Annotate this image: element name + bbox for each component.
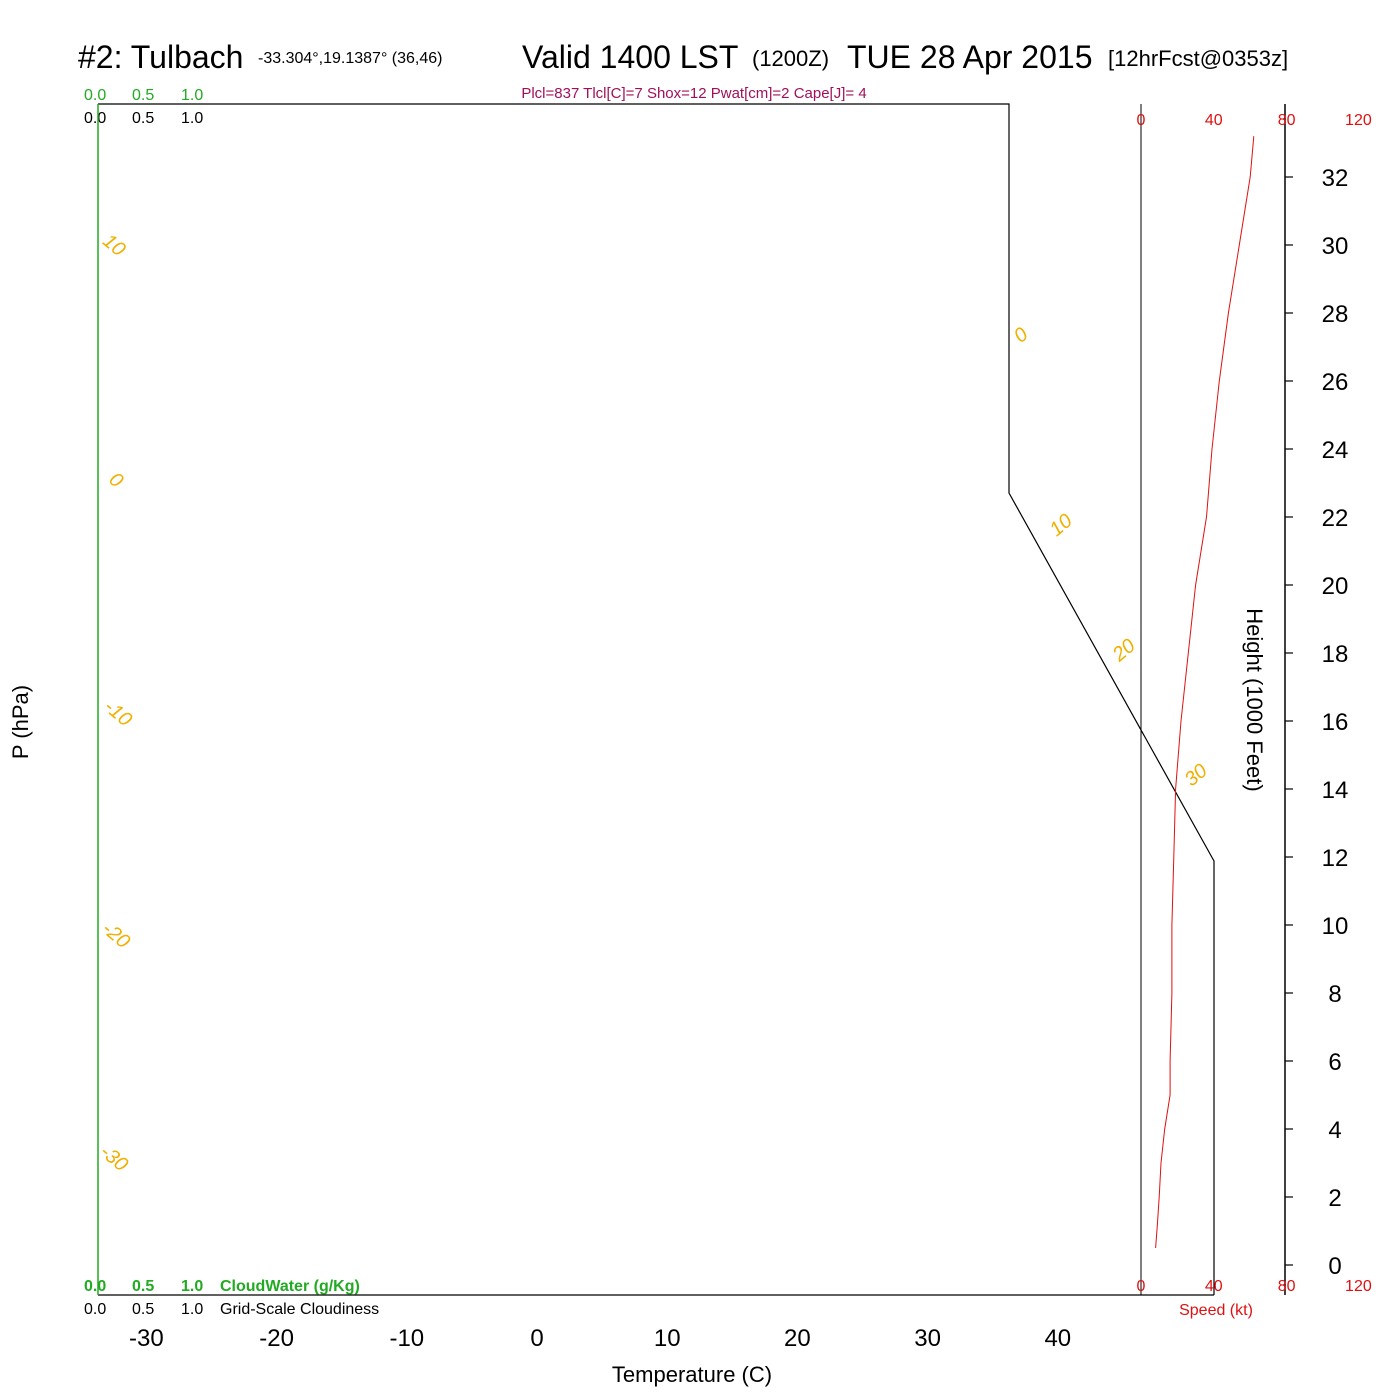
speed-tick-bottom: 0 bbox=[1137, 1278, 1146, 1295]
isotherm-labels: 10 0 -10 -20 -30 0 10 20 30 bbox=[96, 230, 1212, 1176]
height-tick-label: 24 bbox=[1322, 437, 1349, 464]
temperature-tick-label: 40 bbox=[1044, 1325, 1071, 1352]
forecast-label: [12hrFcst@0353z] bbox=[1108, 46, 1288, 71]
isotherm-label: 10 bbox=[98, 230, 129, 261]
height-tick-label: 2 bbox=[1328, 1185, 1341, 1212]
height-tick-label: 16 bbox=[1322, 709, 1349, 736]
speed-tick-top: 40 bbox=[1205, 112, 1223, 129]
plot-frame bbox=[98, 103, 1215, 1295]
height-axis-label: Height (1000 Feet) bbox=[1242, 608, 1267, 791]
isotherm-label: 0 bbox=[105, 468, 128, 492]
speed-tick-top: 0 bbox=[1137, 112, 1146, 129]
height-tick-label: 22 bbox=[1322, 505, 1349, 532]
height-tick-label: 6 bbox=[1328, 1049, 1341, 1076]
cloudiness-tick-bottom: 0.0 bbox=[84, 1301, 106, 1318]
cloud-scale-top: 0.0 0.5 1.0 0.0 0.5 1.0 bbox=[84, 87, 203, 127]
height-tick-label: 8 bbox=[1328, 981, 1341, 1008]
temperature-tick-label: -20 bbox=[259, 1325, 294, 1352]
height-tick-label: 30 bbox=[1322, 233, 1349, 260]
cloudiness-label: Grid-Scale Cloudiness bbox=[220, 1301, 379, 1318]
height-tick-label: 28 bbox=[1322, 301, 1349, 328]
valid-date: TUE 28 Apr 2015 bbox=[847, 39, 1092, 75]
height-tick-label: 20 bbox=[1322, 573, 1349, 600]
temperature-tick-label: 10 bbox=[654, 1325, 681, 1352]
height-tick-label: 32 bbox=[1322, 165, 1349, 192]
cloudwater-tick-top: 1.0 bbox=[181, 87, 203, 104]
height-tick-label: 18 bbox=[1322, 641, 1349, 668]
cloudwater-label: CloudWater (g/Kg) bbox=[220, 1278, 360, 1295]
pressure-axis-label: P (hPa) bbox=[8, 685, 33, 759]
height-tick-label: 10 bbox=[1322, 913, 1349, 940]
temperature-tick-label: -10 bbox=[389, 1325, 424, 1352]
isotherm-label: -20 bbox=[98, 918, 134, 953]
cloudiness-tick-top: 0.0 bbox=[84, 110, 106, 127]
height-tick-label: 4 bbox=[1328, 1117, 1341, 1144]
speed-tick-top: 80 bbox=[1278, 112, 1296, 129]
cloudwater-tick-bottom: 0.5 bbox=[132, 1278, 154, 1295]
temperature-axis-label: Temperature (C) bbox=[612, 1362, 772, 1387]
speed-tick-bottom: 40 bbox=[1205, 1278, 1223, 1295]
sounding-indices: Plcl=837 Tlcl[C]=7 Shox=12 Pwat[cm]=2 Ca… bbox=[521, 85, 866, 102]
valid-zulu: (1200Z) bbox=[752, 46, 829, 71]
cloudwater-tick-bottom: 0.0 bbox=[84, 1278, 106, 1295]
cloudwater-tick-bottom: 1.0 bbox=[181, 1278, 203, 1295]
isotherm-label: 20 bbox=[1108, 635, 1140, 667]
height-tick-label: 26 bbox=[1322, 369, 1349, 396]
speed-tick-bottom: 120 bbox=[1345, 1278, 1372, 1295]
isotherm-label: 30 bbox=[1181, 760, 1212, 791]
temperature-tick-label: -30 bbox=[129, 1325, 164, 1352]
station-title: #2: Tulbach bbox=[78, 39, 243, 75]
valid-time: Valid 1400 LST bbox=[522, 39, 738, 75]
temperature-tick-label: 20 bbox=[784, 1325, 811, 1352]
cloudwater-tick-top: 0.5 bbox=[132, 87, 154, 104]
isotherm-label: 0 bbox=[1010, 323, 1033, 347]
wind-speed-line bbox=[1155, 136, 1255, 1249]
isotherm-label: 10 bbox=[1046, 510, 1077, 541]
temperature-tick-label: 30 bbox=[914, 1325, 941, 1352]
temperature-axis: -30 -20 -10 0 10 20 30 40 bbox=[129, 1325, 1071, 1352]
cloud-scale-bottom: 0.0 0.5 1.0 CloudWater (g/Kg) 0.0 0.5 1.… bbox=[84, 1278, 379, 1318]
speed-tick-bottom: 80 bbox=[1278, 1278, 1296, 1295]
isotherm-label: -10 bbox=[100, 696, 136, 731]
cloudiness-tick-bottom: 1.0 bbox=[181, 1301, 203, 1318]
cloudiness-tick-top: 1.0 bbox=[181, 110, 203, 127]
speed-axis-label: Speed (kt) bbox=[1179, 1302, 1253, 1319]
height-tick-label: 12 bbox=[1322, 845, 1349, 872]
height-tick-label: 14 bbox=[1322, 777, 1349, 804]
height-tick-label: 0 bbox=[1328, 1253, 1341, 1280]
station-coords: -33.304°,19.1387° (36,46) bbox=[258, 50, 442, 67]
temperature-tick-label: 0 bbox=[530, 1325, 543, 1352]
cloudiness-tick-top: 0.5 bbox=[132, 110, 154, 127]
isotherm-label: -30 bbox=[96, 1141, 132, 1176]
speed-tick-top: 120 bbox=[1345, 112, 1372, 129]
cloudiness-tick-bottom: 0.5 bbox=[132, 1301, 154, 1318]
cloudwater-tick-top: 0.0 bbox=[84, 87, 106, 104]
